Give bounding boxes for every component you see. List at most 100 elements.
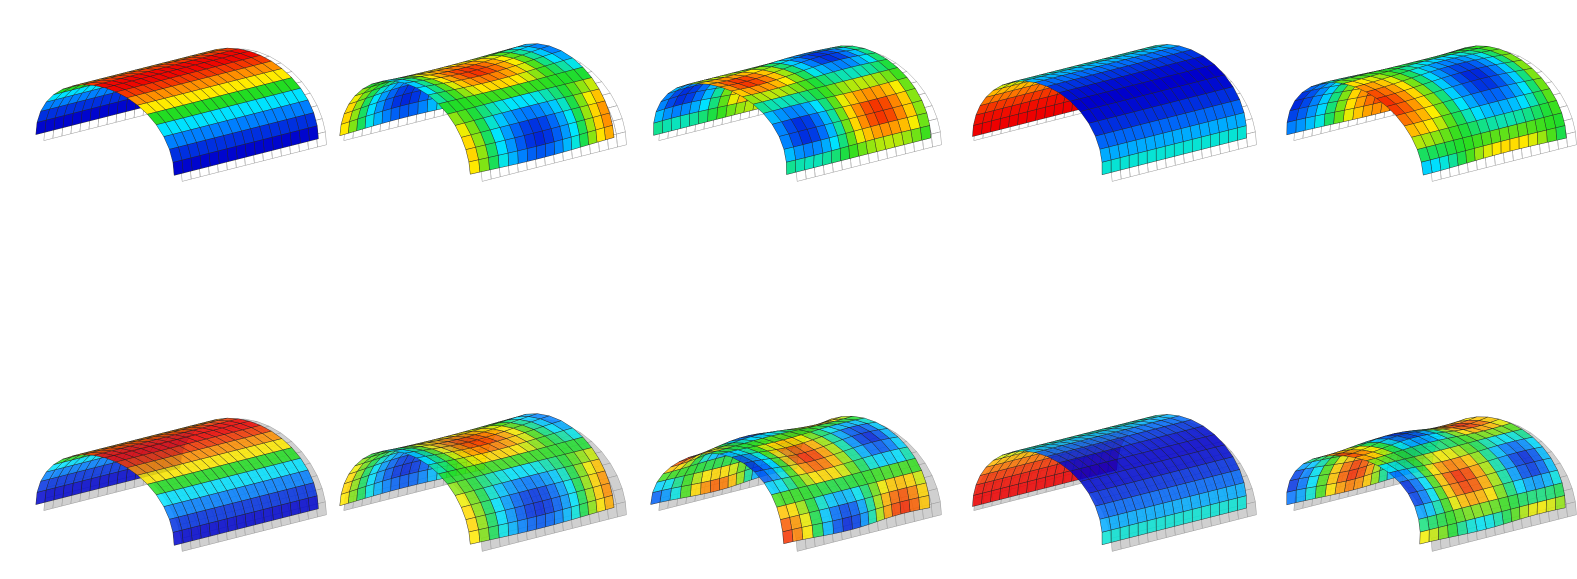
deformed-mesh-cell (859, 511, 870, 528)
deformed-mesh-cell (570, 134, 581, 151)
deformed-mesh-cell (553, 509, 564, 525)
deformed-mesh-cell (1128, 152, 1139, 169)
deformed-mesh-cell (1137, 150, 1148, 166)
deformed-mesh-cell (199, 522, 211, 539)
mode-shape-panel (1286, 45, 1577, 182)
deformed-mesh-cell (579, 502, 589, 518)
deformed-mesh-cell (587, 499, 598, 516)
deformed-mesh-cell (1518, 134, 1529, 150)
deformed-mesh-cell (307, 125, 319, 142)
deformed-mesh-cell (298, 497, 310, 514)
deformed-mesh-cell (831, 148, 841, 164)
deformed-mesh-cell (1237, 125, 1247, 141)
undeformed-mesh-cell (616, 501, 627, 518)
deformed-mesh-cell (883, 504, 893, 520)
deformed-mesh-cell (1210, 132, 1220, 148)
deformed-mesh (1286, 45, 1567, 176)
deformed-mesh-cell (217, 148, 229, 165)
deformed-mesh-cell (526, 146, 537, 162)
undeformed-mesh-cell (931, 131, 942, 148)
deformed-mesh-cell (235, 143, 247, 160)
deformed-mesh-cell (199, 152, 211, 169)
deformed-mesh (35, 417, 319, 546)
deformed-mesh-cell (1228, 127, 1238, 144)
deformed-mesh-cell (1164, 143, 1175, 160)
deformed-mesh-cell (408, 101, 419, 117)
undeformed-mesh-cell (616, 131, 627, 148)
deformed-mesh-cell (517, 148, 528, 164)
deformed-mesh-cell (1219, 129, 1229, 146)
deformed-mesh-cell (1237, 495, 1247, 511)
undeformed-mesh-cell (931, 501, 942, 518)
deformed-mesh-cell (1527, 132, 1538, 147)
deformed-mesh-cell (908, 497, 921, 513)
deformed-mesh-cell (181, 527, 193, 544)
deformed-mesh-cell (1491, 141, 1502, 157)
deformed-mesh-cell (899, 499, 911, 515)
deformed-mesh (653, 45, 932, 175)
undeformed-mesh-cell (316, 501, 327, 518)
deformed-mesh-cell (595, 497, 606, 513)
deformed-mesh (650, 416, 931, 545)
deformed-mesh-cell (507, 520, 519, 537)
deformed-mesh-cell (1482, 143, 1493, 159)
deformed-mesh-cell (603, 494, 615, 511)
deformed-mesh-cell (801, 524, 814, 540)
deformed-mesh-cell (1219, 499, 1229, 516)
deformed-mesh-cell (545, 141, 555, 158)
deformed-mesh-cell (1333, 109, 1345, 125)
deformed-mesh-cell (595, 127, 606, 143)
deformed-mesh-cell (1304, 115, 1316, 131)
undeformed-mesh-cell (316, 131, 327, 148)
deformed-mesh-cell (1155, 146, 1166, 162)
deformed-mesh-cell (536, 143, 546, 160)
deformed-mesh-cell (813, 152, 824, 169)
deformed-mesh-cell (1295, 117, 1306, 133)
deformed-mesh-cell (791, 527, 804, 542)
deformed-mesh-cell (851, 513, 862, 530)
mode-shape-panel (650, 416, 942, 552)
deformed-mesh-cell (526, 516, 537, 532)
deformed-mesh-cell (262, 136, 274, 153)
deformed-mesh-cell (417, 99, 428, 115)
deformed-mesh-cell (1421, 159, 1433, 176)
deformed-mesh-cell (208, 520, 220, 537)
deformed-mesh-cell (839, 145, 850, 162)
deformed-mesh-cell (253, 509, 265, 526)
deformed-mesh-cell (867, 508, 877, 525)
deformed-mesh-cell (780, 517, 793, 533)
undeformed-mesh-cell (1566, 131, 1577, 148)
deformed-mesh-cell (1191, 136, 1202, 153)
deformed-mesh-cell (1465, 148, 1476, 164)
deformed-mesh-cell (1099, 146, 1112, 163)
deformed-mesh-cell (217, 518, 229, 535)
deformed-mesh-cell (1537, 129, 1548, 145)
deformed-mesh-cell (190, 155, 202, 172)
deformed-mesh-cell (1101, 159, 1112, 176)
deformed-mesh-cell (1456, 150, 1467, 166)
deformed-mesh-cell (181, 157, 193, 174)
deformed-mesh-cell (244, 511, 256, 528)
deformed-mesh-cell (603, 124, 615, 141)
deformed-mesh-cell (280, 502, 292, 519)
mode-shape-panel (339, 413, 627, 552)
deformed-mesh (972, 414, 1247, 546)
deformed-mesh-cell (280, 132, 292, 149)
deformed-mesh-cell (690, 482, 702, 497)
deformed-mesh-cell (842, 516, 853, 532)
deformed-mesh-cell (570, 504, 581, 521)
deformed-mesh-cell (1555, 125, 1567, 141)
deformed-mesh (339, 413, 615, 545)
deformed-mesh-cell (517, 518, 528, 534)
deformed-mesh (35, 47, 319, 176)
deformed-mesh-cell (832, 518, 844, 535)
mode-shape-panel (35, 417, 327, 552)
deformed-mesh-cell (698, 109, 709, 125)
deformed-mesh-cell (271, 504, 283, 521)
deformed-mesh-cell (562, 136, 573, 153)
deformed-mesh-cell (786, 159, 796, 175)
deformed-mesh-cell (891, 501, 902, 517)
deformed-mesh-cell (536, 513, 546, 530)
deformed-mesh-cell (408, 471, 419, 487)
